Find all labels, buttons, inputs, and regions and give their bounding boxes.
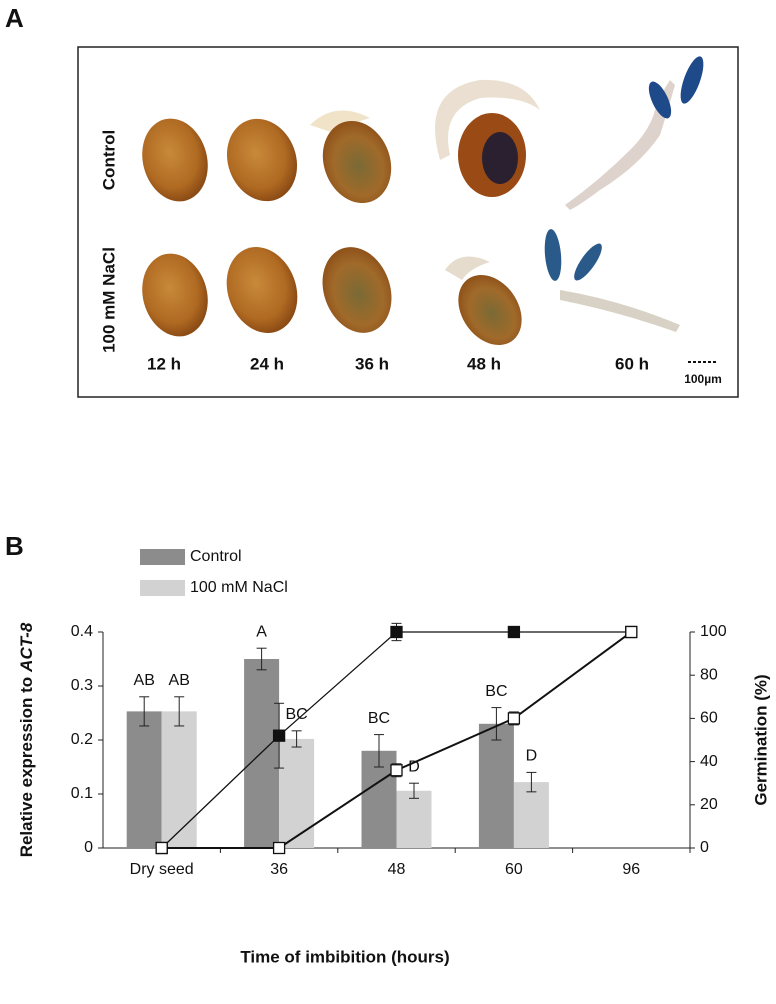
time-label: 36 h: [355, 354, 389, 373]
significance-letter: AB: [134, 672, 155, 689]
x-tick-label: 48: [388, 861, 406, 878]
time-label: 48 h: [467, 354, 501, 373]
bar: [244, 659, 280, 848]
y-tick-label: 0: [84, 839, 93, 856]
legend-swatch: [140, 549, 185, 565]
panel-label: B: [5, 531, 24, 561]
x-tick-label: Dry seed: [130, 861, 194, 878]
germination-marker: [390, 764, 403, 777]
y-tick-label: 0.4: [71, 623, 93, 640]
photo-frame: [77, 46, 739, 398]
significance-letter: AB: [169, 672, 190, 689]
germination-marker: [272, 729, 286, 742]
y2-tick-label: 40: [700, 753, 718, 770]
time-label: 12 h: [147, 354, 181, 373]
significance-letter: BC: [285, 706, 307, 723]
germination-marker: [507, 712, 521, 725]
germination-marker: [625, 625, 638, 639]
seed-photos: [142, 56, 718, 363]
bar: [513, 782, 549, 848]
significance-letter: D: [526, 748, 538, 765]
y-axis-label: Relative expression to ACT-8: [17, 622, 36, 857]
panel-label: A: [5, 3, 24, 33]
legend-label: Control: [190, 548, 242, 565]
bar: [478, 723, 514, 848]
x-tick-label: 36: [270, 861, 288, 878]
y2-tick-label: 60: [700, 710, 718, 727]
scale-bar-label: 100µm: [684, 372, 722, 386]
y-tick-label: 0.2: [71, 731, 93, 748]
y-axis-label-text: Relative expression to: [17, 677, 36, 857]
significance-letter: A: [256, 623, 267, 640]
y-axis-label-gene: ACT-8: [17, 622, 36, 673]
row-label: 100 mM NaCl: [99, 247, 118, 353]
y2-axis-label: Germination (%): [751, 674, 770, 805]
y2-tick-label: 20: [700, 796, 718, 813]
y2-tick-label: 0: [700, 839, 709, 856]
x-tick-label: 60: [505, 861, 523, 878]
time-label: 60 h: [615, 354, 649, 373]
significance-letter: BC: [485, 683, 507, 700]
bar: [396, 790, 432, 848]
x-tick-label: 96: [622, 861, 640, 878]
legend-label: 100 mM NaCl: [190, 579, 288, 596]
x-axis-label: Time of imbibition (hours): [240, 947, 449, 966]
germination-marker: [155, 841, 168, 855]
germination-marker: [272, 841, 286, 855]
bar: [161, 711, 197, 848]
germination-marker: [507, 625, 521, 639]
significance-letter: BC: [368, 710, 390, 727]
significance-letter: D: [408, 758, 420, 775]
legend-swatch: [140, 580, 185, 596]
row-label: Control: [99, 130, 118, 190]
y2-tick-label: 80: [700, 666, 718, 683]
y2-tick-label: 100: [700, 623, 727, 640]
bar: [279, 738, 315, 848]
bar: [126, 711, 162, 848]
germination-marker: [390, 625, 403, 639]
y-tick-label: 0.3: [71, 677, 93, 694]
y-tick-label: 0.1: [71, 785, 93, 802]
time-label: 24 h: [250, 354, 284, 373]
